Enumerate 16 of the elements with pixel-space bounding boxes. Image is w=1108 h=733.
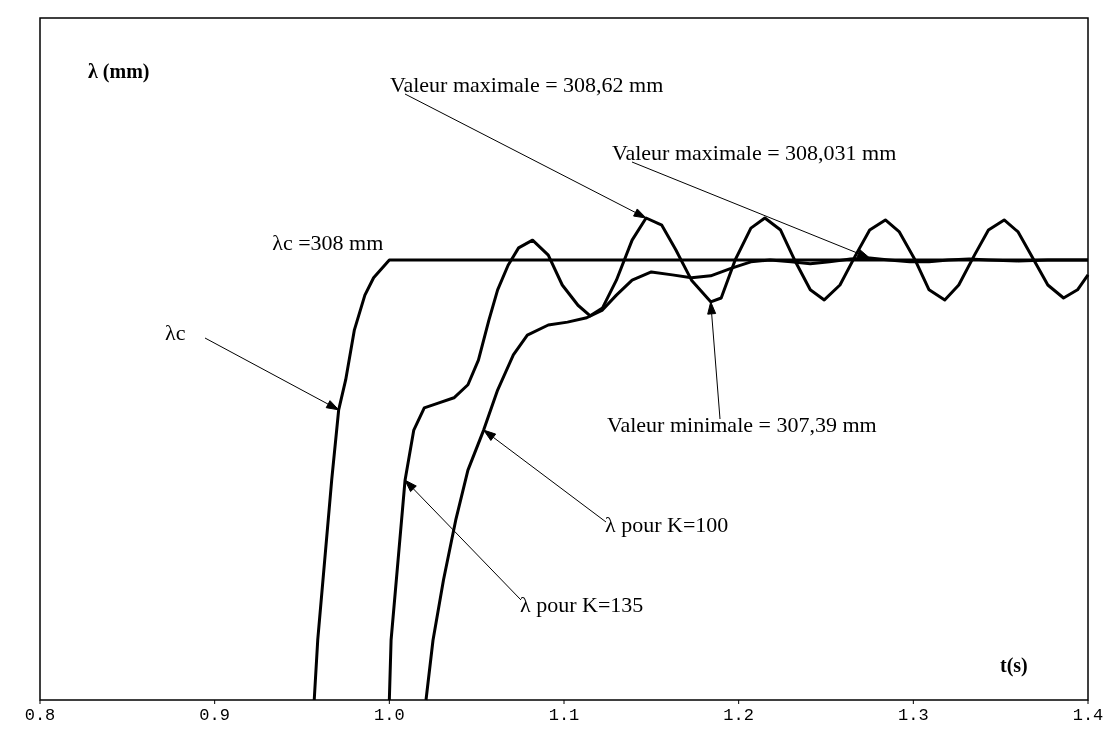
text: Valeur maximale = 308,62 mm	[390, 72, 664, 97]
annotation: λc =308 mm	[272, 229, 384, 255]
text: λc	[165, 320, 186, 345]
annotation: Valeur minimale = 307,39 mm	[607, 412, 877, 437]
text: Valeur maximale = 308,031 mm	[612, 140, 897, 165]
annotation: λ pour K=100	[605, 512, 729, 537]
x-tick-label: 1.1	[548, 706, 580, 725]
x-tick-label: 0.9	[199, 706, 230, 725]
annotation: λ pour K=135	[520, 592, 644, 617]
x-tick-label: 1.0	[374, 706, 405, 725]
x-axis-title: t(s)	[1000, 654, 1028, 677]
text: λ (mm)	[88, 60, 150, 83]
x-tick-label: 1.4	[1072, 706, 1104, 725]
x-tick-label: 0.8	[24, 706, 56, 725]
x-tick-label: 1.2	[723, 706, 754, 725]
x-tick-label: 1.3	[898, 706, 929, 725]
